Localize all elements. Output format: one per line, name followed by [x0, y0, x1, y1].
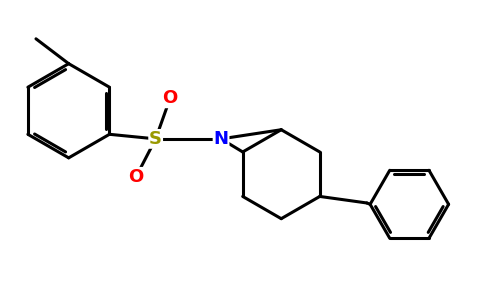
- Text: N: N: [213, 130, 228, 148]
- Text: S: S: [149, 130, 162, 148]
- Text: O: O: [163, 89, 178, 107]
- Text: O: O: [128, 168, 144, 186]
